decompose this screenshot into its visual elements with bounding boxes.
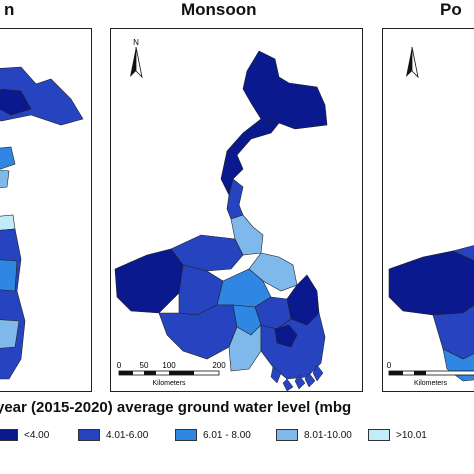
legend-item-3: 6.01 - 8.00 <box>175 428 251 442</box>
legend-swatch-5 <box>368 429 390 441</box>
left-panel-title: n <box>4 0 15 19</box>
center-panel-title: Monsoon <box>181 0 257 19</box>
legend-item-5: >10.01 <box>368 428 427 442</box>
right-map-panel: 0 Kilometers <box>382 28 474 392</box>
legend-swatch-2 <box>78 429 100 441</box>
center-region-purulia <box>114 248 184 314</box>
scale-bar <box>118 370 220 376</box>
legend-item-1: <4.00 <box>0 428 49 442</box>
left-region-south2 <box>0 259 18 292</box>
center-region-darjeeling <box>242 50 328 130</box>
north-arrow-icon-right <box>406 46 419 79</box>
center-region-neck <box>226 178 244 220</box>
center-map: N <box>114 38 328 391</box>
right-scale-unit: Kilometers <box>414 380 448 387</box>
left-region-mid2 <box>0 169 10 189</box>
scale-unit: Kilometers <box>152 380 186 387</box>
scale-tick-200: 200 <box>212 361 226 370</box>
left-map-panel <box>0 28 92 392</box>
legend-label-4: 8.01-10.00 <box>304 429 352 441</box>
map-main-title: year (2015-2020) average ground water le… <box>0 399 352 416</box>
left-region-south <box>0 228 26 380</box>
center-sundarban-islands <box>270 364 324 391</box>
center-map-panel: N <box>110 28 363 392</box>
left-region-north-small <box>0 88 32 116</box>
north-label: N <box>133 38 139 47</box>
legend-item-4: 8.01-10.00 <box>276 428 352 442</box>
legend-label-3: 6.01 - 8.00 <box>203 429 251 441</box>
scale-tick-0: 0 <box>117 361 122 370</box>
right-panel-title: Po <box>440 0 462 19</box>
legend-swatch-3 <box>175 429 197 441</box>
legend-label-2: 4.01-6.00 <box>106 429 149 441</box>
right-region-top <box>452 245 474 261</box>
legend-swatch-4 <box>276 429 298 441</box>
left-region-mid <box>0 146 16 170</box>
right-scale-tick-0: 0 <box>387 361 392 370</box>
legend-item-2: 4.01-6.00 <box>78 428 148 442</box>
left-region-pale <box>0 214 16 231</box>
legend-label-5: >10.01 <box>396 429 427 441</box>
legend-label-1: <4.00 <box>24 429 50 441</box>
scale-tick-50: 50 <box>140 361 149 370</box>
scale-tick-100: 100 <box>162 361 176 370</box>
legend-swatch-1 <box>0 429 18 441</box>
right-region-west <box>388 250 474 316</box>
right-map: 0 Kilometers <box>387 46 474 387</box>
north-arrow-icon <box>130 46 143 79</box>
center-region-kolkata <box>274 324 298 348</box>
left-region-south3 <box>0 319 20 349</box>
center-region-north2 <box>220 118 280 196</box>
left-map <box>0 66 84 380</box>
